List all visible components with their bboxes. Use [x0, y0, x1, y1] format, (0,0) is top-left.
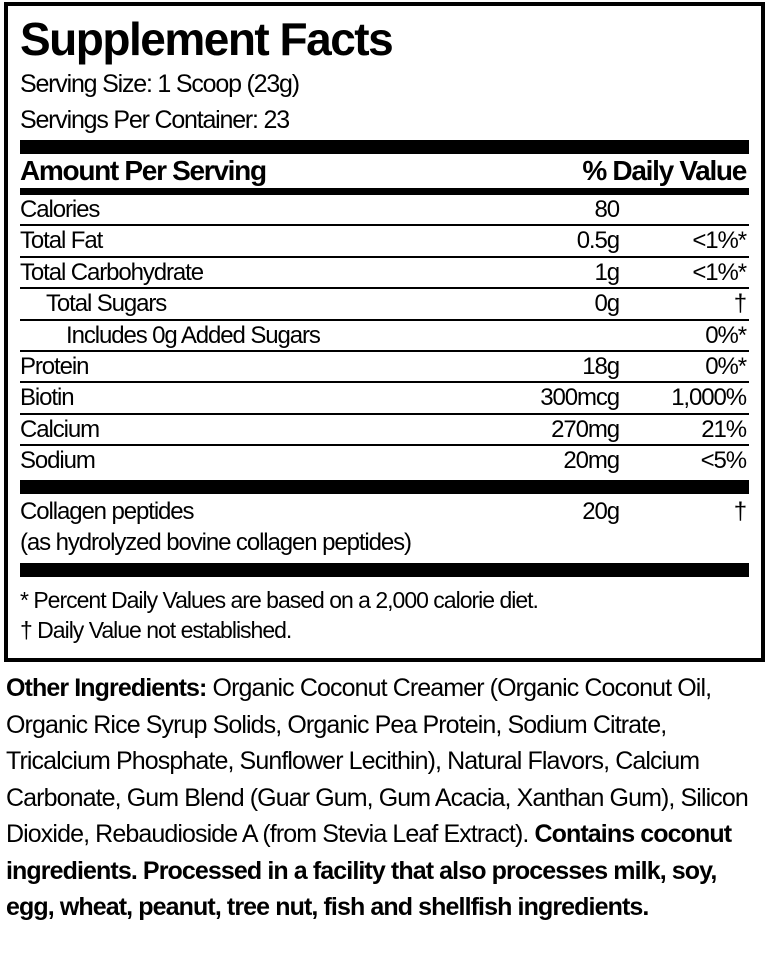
divider-medium: [20, 188, 749, 195]
nutrient-name: Collagen peptides: [20, 497, 195, 525]
nutrient-row: Total Sugars 0g †: [20, 289, 749, 321]
nutrient-row: Protein 18g 0%*: [20, 352, 749, 384]
collagen-source: (as hydrolyzed bovine collagen peptides): [20, 528, 412, 556]
divider-thick: [20, 562, 749, 577]
servings-per-container: Servings Per Container: 23: [20, 106, 290, 134]
divider-thick: [20, 479, 749, 494]
divider-thick: [20, 140, 749, 154]
nutrient-row: Total Carbohydrate 1g <1%*: [20, 258, 749, 290]
nutrient-row: Biotin 300mcg 1,000%: [20, 383, 749, 415]
nutrient-name: Total Fat: [20, 227, 103, 255]
nutrient-dv: [619, 195, 749, 224]
nutrient-amount: 20g: [582, 497, 620, 525]
supplement-facts-panel: Supplement Facts Serving Size: 1 Scoop (…: [4, 2, 765, 662]
nutrient-dv: 1,000%: [671, 384, 747, 412]
nutrient-dv: 0%*: [705, 321, 747, 349]
nutrient-amount: 300mcg: [540, 384, 620, 412]
nutrient-dv: <1%*: [692, 227, 747, 255]
nutrient-row: Total Fat 0.5g <1%*: [20, 226, 749, 258]
nutrient-row: Calcium 270mg 21%: [20, 415, 749, 447]
nutrient-amount: 18g: [582, 352, 620, 380]
amount-per-serving-header: Amount Per Serving: [20, 155, 267, 186]
nutrient-name: Includes 0g Added Sugars: [66, 321, 321, 349]
other-ingredients: Other Ingredients: Organic Coconut Cream…: [6, 670, 768, 926]
nutrient-name: Protein: [20, 352, 89, 380]
column-header: Amount Per Serving % Daily Value: [20, 154, 749, 188]
ingredients-label: Other Ingredients:: [6, 674, 207, 702]
nutrient-name: Biotin: [20, 384, 75, 412]
nutrient-amount: 0.5g: [576, 227, 620, 255]
collagen-row: Collagen peptides 20g †: [20, 497, 749, 527]
nutrient-name: Total Carbohydrate: [20, 258, 204, 286]
nutrient-dv: †: [733, 497, 747, 525]
nutrient-dv: <5%: [700, 447, 748, 475]
nutrient-amount: 0g: [594, 290, 621, 318]
nutrient-amount: 270mg: [551, 415, 620, 443]
serving-size: Serving Size: 1 Scoop (23g): [20, 70, 300, 98]
nutrient-name: Total Sugars: [46, 290, 167, 318]
nutrient-dv: 0%*: [705, 352, 747, 380]
nutrient-amount: 80: [594, 196, 621, 223]
nutrient-name: Sodium: [20, 447, 96, 475]
nutrient-amount: [459, 321, 619, 350]
ingredients-text: Organic Coconut Creamer (Organic Coconut…: [6, 674, 749, 848]
allergen-statement: Contains coconut ingredients. Processed …: [6, 820, 732, 921]
daily-value-header: % Daily Value: [582, 155, 747, 186]
nutrient-dv: 21%: [701, 415, 747, 443]
nutrient-row: Sodium 20mg <5%: [20, 446, 749, 477]
panel-title: Supplement Facts: [20, 13, 394, 65]
nutrient-name: Calcium: [20, 415, 100, 443]
nutrient-amount: 1g: [594, 258, 621, 286]
nutrient-row: Calories 80: [20, 195, 749, 227]
nutrient-dv: <1%*: [692, 258, 747, 286]
nutrient-name: Calories: [20, 196, 100, 223]
footnote-not-established: † Daily Value not established.: [20, 616, 292, 643]
nutrient-dv: †: [733, 290, 747, 318]
nutrient-row: Includes 0g Added Sugars 0%*: [20, 321, 749, 352]
footnote-daily-values: * Percent Daily Values are based on a 2,…: [20, 586, 539, 613]
nutrient-amount: 20mg: [563, 447, 620, 475]
